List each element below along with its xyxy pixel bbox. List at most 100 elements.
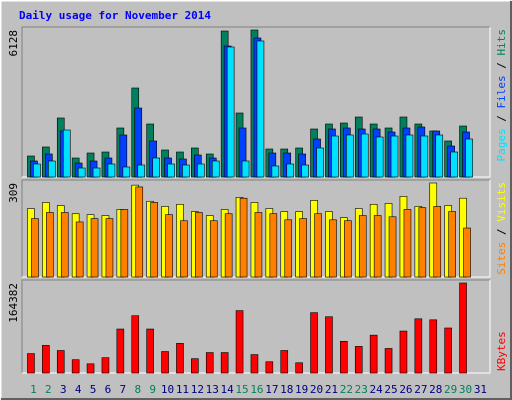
bar	[241, 160, 250, 178]
bar	[122, 166, 131, 178]
y-tick-label: 309	[7, 183, 20, 203]
bar	[316, 147, 324, 178]
x-tick-label: 20	[310, 383, 323, 396]
bar	[354, 346, 363, 374]
x-tick-label: 9	[149, 383, 156, 396]
x-tick-label: 6	[105, 383, 112, 396]
bar	[105, 218, 114, 278]
bar	[31, 218, 39, 278]
bar	[86, 363, 95, 374]
bar	[250, 354, 259, 374]
bar	[191, 358, 199, 374]
x-tick-label: 31	[474, 383, 487, 396]
x-tick-label: 18	[280, 383, 293, 396]
bar	[116, 328, 125, 374]
bar	[224, 213, 233, 278]
bar	[239, 197, 248, 278]
bar	[46, 212, 54, 278]
legend-separator: /	[495, 109, 508, 129]
bar	[195, 212, 203, 278]
x-tick-label: 30	[459, 383, 472, 396]
x-tick-label: 26	[399, 383, 412, 396]
bar	[329, 219, 337, 278]
bar	[211, 160, 220, 178]
x-tick-label: 21	[325, 383, 338, 396]
bar	[197, 163, 205, 178]
bar	[33, 163, 41, 178]
bar	[280, 350, 289, 374]
bar	[331, 135, 339, 178]
legend: KBytes	[495, 331, 508, 371]
bar	[90, 218, 99, 278]
bar	[375, 136, 384, 178]
bar	[48, 160, 56, 178]
x-tick-label: 16	[250, 383, 263, 396]
bar	[444, 327, 452, 374]
bar	[42, 345, 50, 374]
bar	[284, 219, 293, 278]
bar	[226, 46, 235, 178]
bar	[403, 209, 412, 278]
bar	[165, 214, 173, 278]
bar	[435, 134, 444, 178]
legend-entry: Pages	[495, 128, 508, 161]
bar	[180, 220, 188, 278]
bar	[137, 164, 146, 178]
bar	[131, 315, 140, 374]
x-tick-label: 24	[370, 383, 384, 396]
bar	[60, 212, 69, 278]
y-tick-label: 6128	[7, 30, 20, 57]
panel-border-dark	[21, 179, 490, 277]
x-tick-label: 3	[60, 383, 67, 396]
legend-separator: /	[495, 222, 508, 242]
bar	[418, 207, 427, 278]
legend-entry: Sites	[495, 242, 508, 275]
bar	[390, 135, 399, 178]
bar	[167, 163, 175, 178]
bar	[62, 129, 71, 178]
bar	[369, 334, 378, 374]
bar	[384, 348, 393, 374]
x-tick-label: 7	[120, 383, 127, 396]
bar	[433, 206, 442, 278]
x-tick-label: 27	[414, 383, 427, 396]
bar	[56, 350, 65, 374]
x-tick-label: 5	[90, 383, 97, 396]
bar	[310, 312, 318, 374]
bar	[450, 151, 458, 178]
bar	[295, 362, 303, 374]
bar	[107, 163, 116, 178]
bar	[135, 186, 144, 278]
bar	[271, 165, 280, 178]
x-tick-label: 4	[75, 383, 82, 396]
x-tick-label: 11	[176, 383, 189, 396]
bar	[71, 359, 80, 374]
x-tick-label: 22	[340, 383, 353, 396]
x-tick-label: 19	[295, 383, 308, 396]
legend-entry: Visits	[495, 182, 508, 222]
bar	[27, 353, 35, 374]
bar	[205, 352, 214, 374]
x-tick-label: 2	[45, 383, 52, 396]
legend-entry: KBytes	[495, 331, 508, 371]
x-tick-label: 10	[161, 383, 174, 396]
bar	[429, 319, 438, 374]
x-tick-label: 29	[444, 383, 457, 396]
panel-border-dark	[21, 279, 490, 373]
bar	[360, 133, 369, 178]
bar	[459, 282, 467, 374]
bar	[405, 134, 414, 178]
bar	[420, 135, 429, 178]
bar	[286, 163, 295, 178]
legend: Sites / Visits	[495, 182, 508, 275]
bar	[150, 202, 158, 278]
bar	[301, 164, 309, 178]
bar	[388, 216, 397, 278]
bar	[448, 211, 456, 278]
x-tick-label: 14	[221, 383, 235, 396]
bar	[256, 40, 265, 178]
bar	[92, 167, 101, 178]
bar	[299, 218, 307, 278]
